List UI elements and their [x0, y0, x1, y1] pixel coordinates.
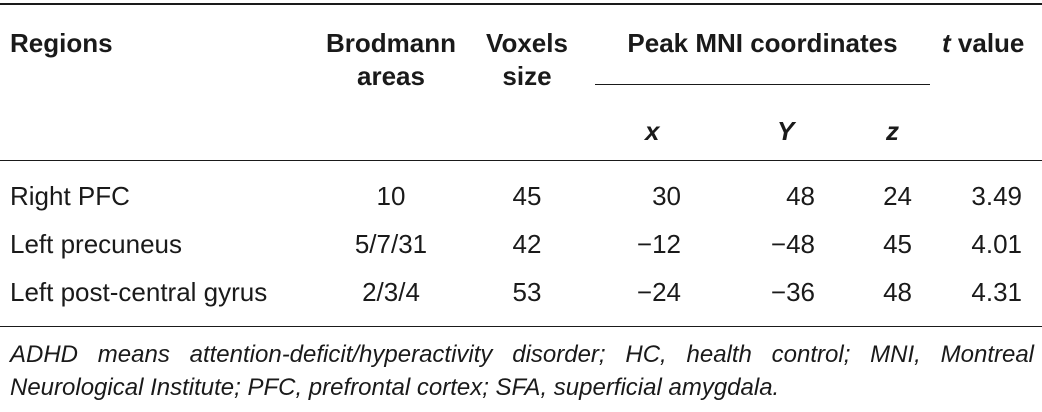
header-z: z [886, 116, 899, 146]
header-y: Y [777, 116, 795, 146]
cell-voxels: 45 [512, 181, 542, 211]
cell-region: Right PFC [10, 181, 130, 211]
table-bottom-rule [0, 326, 1042, 327]
cell-t-value: 4.01 [971, 229, 1022, 259]
cell-z: 24 [883, 181, 912, 211]
mni-subheader-rule [595, 84, 930, 85]
cell-x: 30 [652, 181, 681, 211]
cell-t-value: 3.49 [971, 181, 1022, 211]
header-peak-mni-coordinates: Peak MNI coordinates [627, 28, 898, 58]
header-bottom-rule [0, 160, 1042, 161]
cell-brodmann: 5/7/31 [354, 229, 428, 259]
header-voxels-size: Voxels size [486, 28, 568, 91]
header-brodmann-areas: Brodmann areas [326, 28, 456, 91]
table-row: Left precuneus 5/7/31 42 −12 −48 45 4.01 [0, 220, 1042, 268]
cell-region: Left post-central gyrus [10, 277, 268, 307]
cell-x: −24 [636, 277, 681, 307]
header-t-rest: value [950, 28, 1025, 58]
cell-t-value: 4.31 [971, 277, 1022, 307]
cell-z: 45 [883, 229, 912, 259]
table-top-rule [0, 3, 1042, 5]
cell-voxels: 42 [512, 229, 542, 259]
cell-brodmann: 2/3/4 [362, 277, 420, 307]
header-regions: Regions [10, 28, 113, 58]
cell-region: Left precuneus [10, 229, 183, 259]
cell-y: 48 [786, 181, 815, 211]
cell-brodmann: 10 [376, 181, 406, 211]
header-x: x [645, 116, 660, 146]
table-row: Left post-central gyrus 2/3/4 53 −24 −36… [0, 268, 1042, 316]
table-row: Right PFC 10 45 30 48 24 3.49 [0, 172, 1042, 220]
cell-y: −36 [770, 277, 815, 307]
header-t-value: t value [942, 27, 1024, 60]
table-footnote: ADHD means attention-deficit/hyperactivi… [10, 341, 1034, 401]
cell-z: 48 [883, 277, 912, 307]
header-t-italic: t [942, 28, 951, 58]
cell-y: −48 [770, 229, 815, 259]
cell-x: −12 [636, 229, 681, 259]
cell-voxels: 53 [512, 277, 542, 307]
